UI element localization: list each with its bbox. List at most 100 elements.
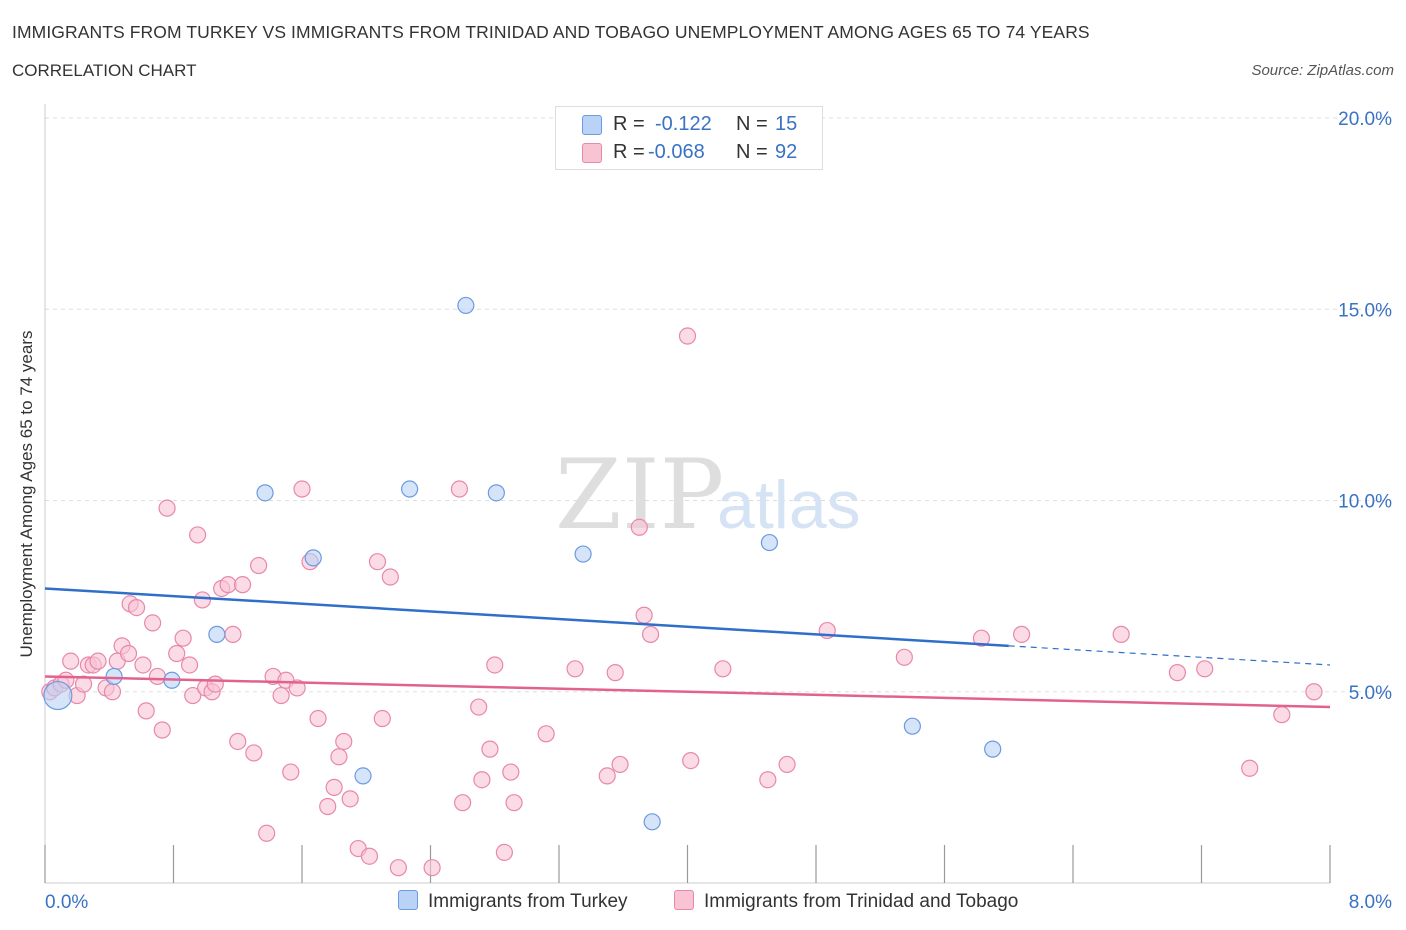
trinidad-point [282, 763, 300, 781]
watermark-atlas: atlas [717, 467, 861, 543]
legend-swatch-turkey [582, 115, 602, 135]
trinidad-point [611, 755, 629, 774]
turkey-point [105, 667, 123, 686]
trinidad-point [153, 721, 171, 739]
turkey-point [304, 549, 322, 567]
trinidad-point [103, 683, 122, 701]
trinidad-point [1273, 706, 1291, 724]
trinidad-point [229, 732, 247, 751]
bottom-legend-label-turkey: Immigrants from Turkey [428, 891, 628, 912]
trinidad-point [224, 625, 242, 643]
legend-n-label: N = [736, 141, 768, 163]
legend-swatch-trinidad [582, 143, 602, 163]
trinidad-point [682, 751, 700, 770]
trinidad-point [250, 556, 268, 575]
trinidad-point [630, 518, 648, 536]
y-tick-label: 20.0% [1338, 109, 1392, 130]
turkey-point [643, 813, 661, 831]
trinidad-point [1305, 683, 1323, 701]
stats-legend: R = -0.122 N = 15 R = -0.068 N = 92 [555, 106, 823, 170]
trinidad-point [972, 629, 991, 647]
trinidad-point [144, 614, 162, 632]
x-tick-label: 0.0% [45, 892, 88, 913]
trinidad-point [423, 859, 441, 877]
watermark: ZIP atlas [555, 439, 861, 551]
trinidad-point [714, 660, 732, 678]
legend-r-label: R = [613, 141, 645, 163]
turkey-point [208, 625, 226, 643]
trinidad-point [641, 625, 660, 643]
legend-r-value: -0.068 [648, 141, 705, 163]
turkey-point [574, 545, 592, 563]
trinidad-point [188, 526, 207, 544]
legend-r-value: -0.122 [655, 113, 712, 135]
trinidad-point [635, 606, 653, 624]
trinidad-point [74, 675, 93, 693]
trinidad-point [1168, 664, 1187, 682]
bottom-legend-label-trinidad: Immigrants from Trinidad and Tobago [704, 891, 1019, 912]
bottom-legend-swatch-trinidad [674, 890, 694, 910]
trinidad-point [450, 480, 469, 498]
turkey-point [256, 484, 274, 502]
trinidad-point [470, 698, 488, 716]
y-axis-label: Unemployment Among Ages 65 to 74 years [17, 330, 36, 658]
trinidad-point [330, 748, 348, 766]
trinidad-point [473, 771, 491, 789]
trinidad-point [180, 656, 199, 674]
bottom-legend-trinidad: Immigrants from Trinidad and Tobago [674, 890, 1018, 913]
legend-n-label: N = [736, 113, 768, 135]
trinidad-point [502, 763, 520, 781]
turkey-point [457, 296, 475, 315]
trinidad-point [537, 725, 555, 743]
axes-layer [44, 104, 1331, 884]
trinidad-point [341, 790, 359, 808]
chart-subtitle: CORRELATION CHART [12, 61, 197, 80]
turkey-point [487, 484, 505, 502]
y-tick-label: 15.0% [1338, 300, 1392, 321]
trinidad-point [495, 843, 513, 862]
trinidad-point [381, 568, 399, 586]
trinidad-point [62, 652, 80, 670]
trinidad-point [373, 709, 391, 728]
legend-r-label: R = [613, 113, 645, 135]
trinidad-point [368, 553, 387, 571]
trinidad-point [148, 667, 167, 686]
trinidad-point [245, 744, 263, 762]
grid-layer [45, 117, 1390, 693]
bottom-legend-turkey: Immigrants from Turkey [398, 890, 628, 913]
trinidad-point [325, 778, 343, 796]
trinidad-point [168, 644, 186, 663]
y-tick-label: 5.0% [1349, 683, 1392, 704]
trinidad-point [759, 771, 777, 789]
trinidad-trend-line [44, 675, 1331, 709]
trinidad-point [174, 629, 192, 647]
legend-n-value: 15 [775, 113, 798, 135]
turkey-point [760, 533, 779, 552]
trinidad-point [1241, 759, 1259, 777]
trinidad-point [598, 767, 616, 785]
bottom-legend-swatch-turkey [398, 890, 418, 910]
trinidad-point [1196, 660, 1214, 678]
trinidad-point [134, 656, 152, 674]
trinidad-point [184, 686, 202, 705]
trinidad-point [335, 732, 353, 751]
turkey-point [401, 480, 419, 498]
trinidad-point [309, 709, 327, 728]
trinidad-point [288, 679, 306, 697]
turkey-trend-extension [1008, 645, 1331, 666]
trinidad-point [360, 847, 379, 865]
trinidad-point [119, 644, 138, 663]
source-label: Source: ZipAtlas.com [1251, 62, 1394, 79]
trinidad-point [158, 499, 176, 517]
turkey-point [354, 767, 372, 785]
trinidad-point [127, 598, 146, 617]
trinidad-point [778, 755, 796, 774]
trinidad-point [219, 576, 237, 594]
chart-title: IMMIGRANTS FROM TURKEY VS IMMIGRANTS FRO… [12, 22, 1090, 42]
trinidad-point [258, 824, 276, 842]
trinidad-point [1012, 625, 1031, 643]
trinidad-point [678, 327, 697, 345]
turkey-point [984, 740, 1002, 758]
turkey-trend-line [44, 587, 1009, 648]
trinidad-point [206, 675, 224, 693]
